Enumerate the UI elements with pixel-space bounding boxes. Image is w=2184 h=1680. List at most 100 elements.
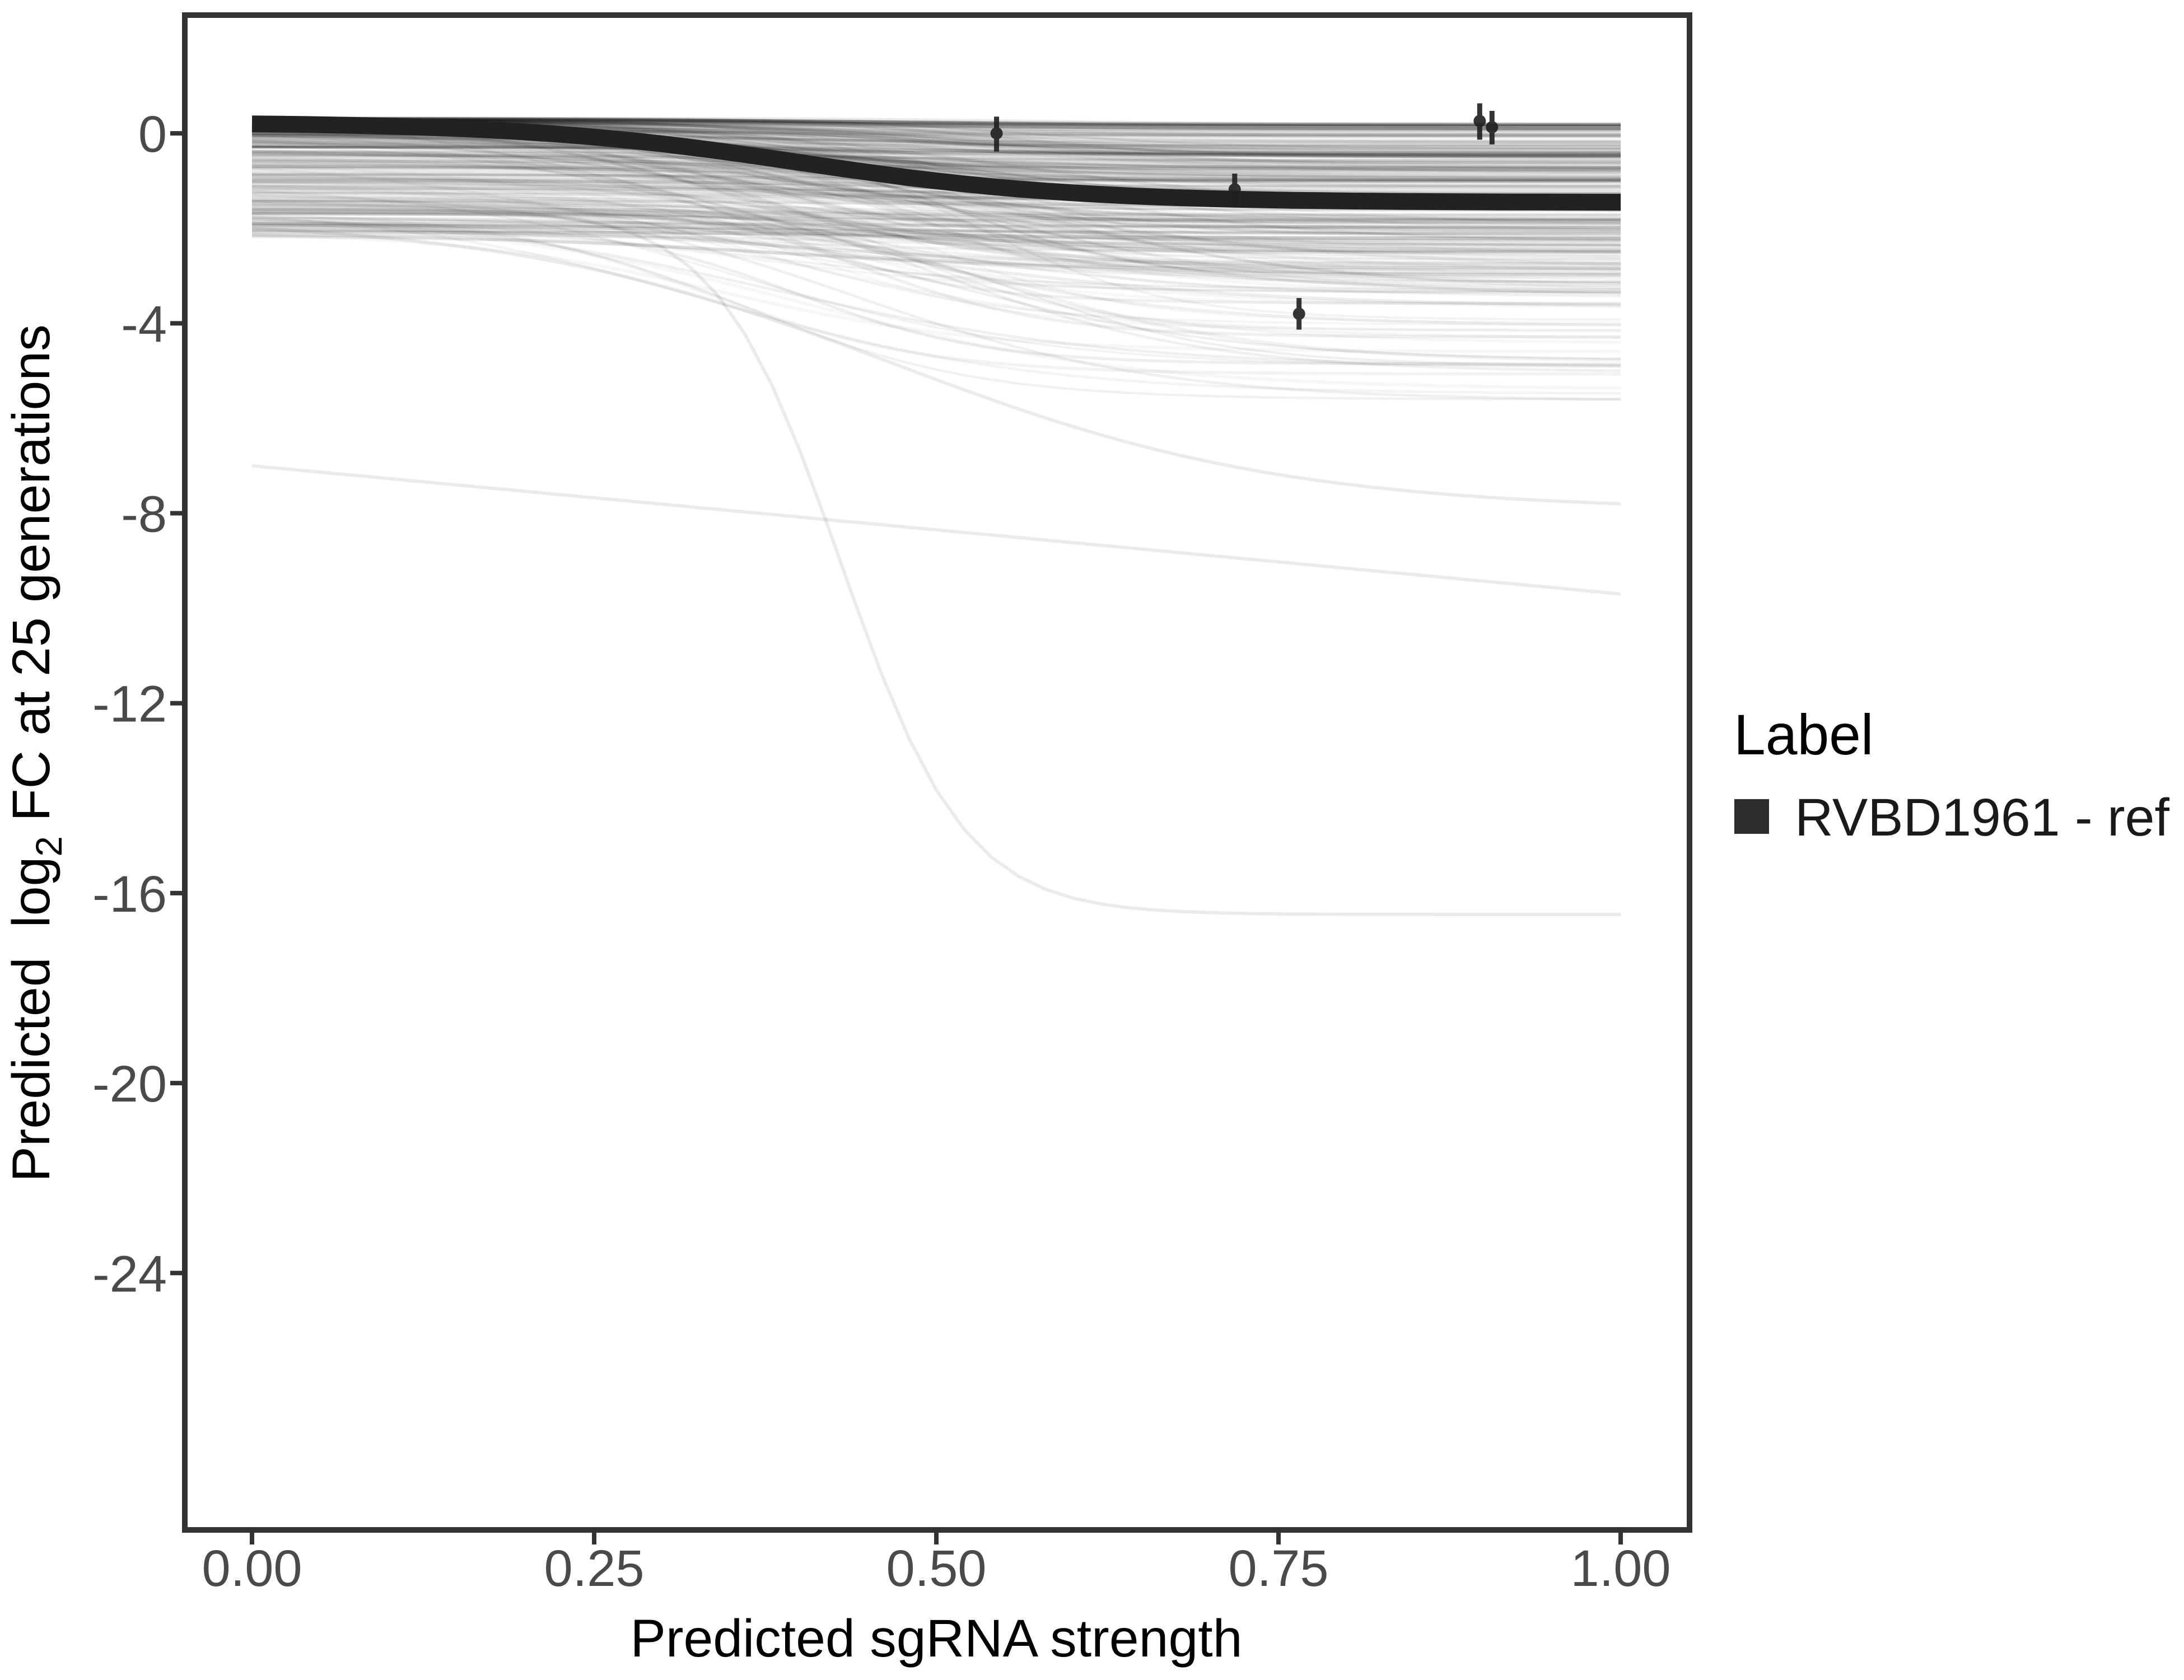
posterior-draw-line <box>251 228 1621 253</box>
posterior-draw-line <box>251 221 1621 307</box>
posterior-draw-line <box>252 198 1621 270</box>
posterior-draw-line <box>252 116 1621 127</box>
posterior-draw-line <box>252 116 1621 126</box>
posterior-draw-line <box>251 181 1621 253</box>
posterior-draw-line <box>252 117 1621 130</box>
posterior-draw-line <box>252 222 1621 231</box>
posterior-draw-line <box>251 131 1621 240</box>
axis-ticks-layer <box>170 131 1623 1544</box>
posterior-draw-line <box>251 153 1621 165</box>
posterior-draw-line <box>251 119 1621 128</box>
posterior-draw-line <box>251 117 1621 150</box>
legend-item-label: RVBD1961 - ref <box>1795 788 2169 847</box>
outlier-draw-line <box>251 464 1621 596</box>
posterior-draw-line <box>251 135 1621 231</box>
posterior-draw-line <box>252 117 1621 150</box>
posterior-draw-line <box>251 215 1621 395</box>
y-tick-label: -20 <box>92 1056 167 1113</box>
posterior-draw-line <box>251 214 1621 376</box>
posterior-draw-line <box>252 116 1621 126</box>
posterior-draw-line <box>251 136 1621 158</box>
posterior-draw-line <box>251 177 1621 223</box>
posterior-draw-line <box>252 213 1621 366</box>
y-tick-label: -12 <box>92 676 167 733</box>
posterior-draw-line <box>252 229 1621 242</box>
posterior-draw-line <box>251 116 1621 130</box>
posterior-draw-line <box>251 229 1621 266</box>
posterior-draw-line <box>252 226 1621 246</box>
posterior-draw-line <box>251 212 1621 222</box>
posterior-draw-line <box>252 224 1621 234</box>
data-point <box>1228 183 1241 196</box>
x-tick-label: 0.50 <box>886 1540 987 1597</box>
posterior-draw-line <box>252 119 1621 129</box>
posterior-draw-line <box>251 153 1621 162</box>
posterior-draw-line <box>251 216 1621 360</box>
posterior-draw-line <box>251 184 1621 326</box>
observed-pointrange <box>1486 111 1499 144</box>
y-tick-label: -4 <box>121 296 167 353</box>
data-point <box>1486 121 1499 134</box>
posterior-draw-line <box>251 216 1621 236</box>
posterior-draw-line <box>252 188 1621 261</box>
posterior-draw-line <box>251 212 1621 223</box>
legend-title: Label <box>1734 703 1874 767</box>
posterior-draw-line <box>252 160 1621 169</box>
outlier-draw-line <box>251 193 1621 401</box>
observed-points-layer <box>990 103 1499 330</box>
legend-key-swatch <box>1734 799 1769 834</box>
y-tick-label: 0 <box>138 106 167 163</box>
x-tick-label: 0.00 <box>202 1540 302 1597</box>
posterior-draw-line <box>251 132 1621 221</box>
posterior-draw-line <box>252 159 1621 169</box>
posterior-draw-line <box>251 162 1621 171</box>
posterior-draw-line <box>252 118 1621 152</box>
posterior-draw-line <box>252 220 1621 228</box>
data-point <box>1292 307 1305 320</box>
posterior-draw-line <box>251 139 1621 327</box>
posterior-draw-line <box>251 152 1621 284</box>
posterior-draw-line <box>251 118 1621 137</box>
posterior-draw-line <box>251 138 1621 286</box>
posterior-draw-line <box>252 146 1621 156</box>
outlier-draw-line <box>251 207 1621 916</box>
posterior-draw-line <box>252 195 1621 243</box>
posterior-draw-line <box>252 118 1621 159</box>
posterior-draw-line <box>251 117 1621 127</box>
posterior-draw-line <box>252 224 1621 240</box>
posterior-draw-line <box>251 146 1621 221</box>
data-point <box>990 127 1003 140</box>
y-axis-title-suffix: FC at 25 generations <box>2 324 61 836</box>
y-tick-labels: 0 -4 -8 -12 -16 -20 -24 <box>92 106 167 1303</box>
reference-curve-layer <box>251 115 1621 211</box>
posterior-draw-line <box>251 222 1621 366</box>
outlier-draw-line <box>251 175 1621 372</box>
posterior-draw-line <box>251 116 1621 158</box>
posterior-draw-line <box>251 116 1621 146</box>
posterior-draw-line <box>251 230 1621 241</box>
posterior-draw-line <box>251 135 1621 157</box>
observed-pointrange <box>1473 103 1486 140</box>
posterior-draw-line <box>252 151 1621 171</box>
posterior-draw-line <box>251 117 1621 297</box>
posterior-draw-line <box>252 200 1621 216</box>
posterior-draw-line <box>251 212 1621 221</box>
posterior-draw-line <box>252 153 1621 165</box>
posterior-draw-line <box>252 118 1621 127</box>
posterior-draw-line <box>251 218 1621 246</box>
outlier-draws-layer <box>251 175 1621 916</box>
posterior-draw-line <box>251 140 1621 157</box>
posterior-draw-line <box>251 143 1621 180</box>
x-tick-label: 1.00 <box>1571 1540 1671 1597</box>
posterior-draw-line <box>251 208 1621 228</box>
posterior-draw-line <box>251 124 1621 265</box>
posterior-draw-line <box>251 222 1621 247</box>
posterior-draw-line <box>251 203 1621 254</box>
posterior-draw-line <box>251 133 1621 233</box>
posterior-draw-line <box>251 186 1621 293</box>
posterior-draw-line <box>252 144 1621 162</box>
posterior-draw-line <box>251 233 1621 270</box>
posterior-draw-line <box>252 159 1621 169</box>
posterior-draw-line <box>251 118 1621 127</box>
posterior-draw-line <box>251 218 1621 401</box>
